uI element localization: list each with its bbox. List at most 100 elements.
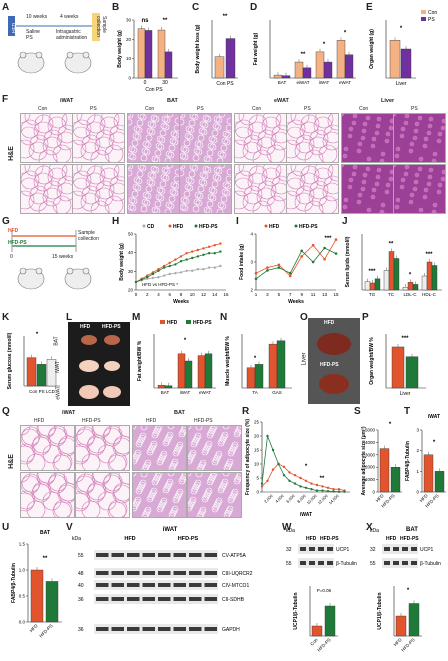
cell bbox=[182, 146, 190, 154]
cell bbox=[299, 121, 319, 141]
panel-letter-b: B bbox=[112, 2, 120, 13]
panel-letter-e: E bbox=[366, 2, 373, 13]
cell bbox=[388, 125, 393, 131]
hfdps-point bbox=[185, 258, 188, 261]
cell bbox=[57, 484, 74, 504]
cd-point bbox=[157, 276, 160, 279]
cell bbox=[190, 487, 198, 495]
cell bbox=[42, 136, 62, 156]
cell bbox=[226, 117, 231, 125]
w-band bbox=[327, 561, 333, 565]
cell bbox=[148, 491, 156, 499]
cell bbox=[171, 505, 179, 513]
x-tick-label: 9 bbox=[300, 292, 303, 297]
w-band-row bbox=[298, 558, 334, 568]
cell bbox=[129, 204, 137, 212]
ps-bar bbox=[144, 30, 153, 79]
x-tick-label: 13 bbox=[322, 292, 328, 297]
l-r3: eWAT bbox=[55, 386, 62, 400]
cell bbox=[48, 165, 68, 180]
cell bbox=[86, 114, 106, 134]
cell bbox=[144, 459, 152, 467]
hfdps-bar bbox=[324, 605, 336, 637]
marker-label: 32 bbox=[286, 547, 292, 553]
cell bbox=[427, 123, 433, 129]
cell bbox=[178, 430, 186, 438]
cell bbox=[224, 462, 232, 470]
cell bbox=[205, 207, 213, 213]
cell bbox=[213, 454, 221, 462]
cell bbox=[164, 435, 172, 443]
cell bbox=[29, 134, 49, 154]
cell bbox=[142, 191, 150, 199]
hfd-bar bbox=[8, 16, 15, 36]
ewat-micrograph bbox=[234, 164, 287, 214]
cell bbox=[146, 127, 154, 135]
cell bbox=[195, 473, 203, 478]
y-tick-label: 0 bbox=[372, 490, 375, 495]
cell bbox=[226, 168, 231, 176]
cell bbox=[36, 473, 56, 486]
cell bbox=[262, 165, 282, 180]
cell bbox=[81, 453, 101, 470]
hfd-line bbox=[261, 463, 345, 491]
cell bbox=[197, 185, 205, 193]
cell bbox=[422, 143, 428, 149]
hfd-point bbox=[293, 474, 297, 477]
y-axis-label: Serum lipids (mmol/l) bbox=[345, 236, 351, 287]
x-band bbox=[411, 561, 417, 565]
cell bbox=[357, 141, 363, 147]
cell bbox=[169, 137, 177, 145]
f-sub-ps: PS bbox=[411, 106, 418, 112]
hfdps-point bbox=[334, 252, 338, 255]
cell bbox=[379, 158, 385, 162]
x-tick-label: Con bbox=[309, 637, 319, 647]
x-label: Liver bbox=[400, 391, 411, 397]
cd-point bbox=[174, 272, 177, 275]
cell bbox=[167, 473, 175, 477]
cell bbox=[348, 126, 354, 132]
cell bbox=[256, 187, 276, 207]
legend-swatch-con bbox=[421, 10, 426, 14]
significance-mark: *** bbox=[324, 236, 332, 242]
cell bbox=[172, 182, 179, 190]
cell bbox=[85, 121, 105, 141]
panel-c-chart: Body weight loss (g) ** Con PS bbox=[195, 14, 238, 87]
cell bbox=[202, 446, 210, 454]
panel-letter-p: P bbox=[362, 312, 369, 323]
cell bbox=[309, 129, 329, 149]
cell bbox=[146, 495, 154, 503]
cell bbox=[165, 433, 173, 441]
cell bbox=[167, 151, 175, 159]
cell bbox=[48, 114, 68, 129]
cell bbox=[327, 165, 338, 182]
hfd-point bbox=[282, 465, 286, 468]
cell bbox=[194, 432, 202, 440]
cell bbox=[165, 150, 173, 158]
cell bbox=[170, 130, 178, 138]
cell bbox=[134, 184, 142, 192]
cell bbox=[179, 428, 186, 436]
significance-mark: * bbox=[409, 272, 412, 278]
liver-micrograph bbox=[341, 113, 394, 163]
cell bbox=[257, 180, 277, 200]
cell bbox=[266, 195, 286, 213]
cell bbox=[160, 497, 168, 505]
hfdps-point bbox=[266, 269, 269, 272]
panel-m-chart: Fat weight/BW % BAT iWAT eWAT * HFD HFD-PS bbox=[137, 320, 216, 395]
con-bar bbox=[273, 74, 283, 79]
cell bbox=[308, 136, 328, 156]
cell bbox=[158, 136, 166, 144]
ewat-micrograph bbox=[234, 113, 287, 163]
cell bbox=[194, 191, 202, 199]
cell bbox=[180, 114, 186, 119]
cell bbox=[389, 169, 393, 175]
cell bbox=[85, 172, 105, 192]
cell bbox=[169, 188, 177, 196]
cell bbox=[348, 177, 354, 183]
cell bbox=[164, 482, 172, 490]
cell bbox=[308, 187, 328, 207]
cell bbox=[322, 182, 338, 202]
panel-letter-j: J bbox=[342, 216, 348, 227]
cell bbox=[162, 439, 170, 447]
